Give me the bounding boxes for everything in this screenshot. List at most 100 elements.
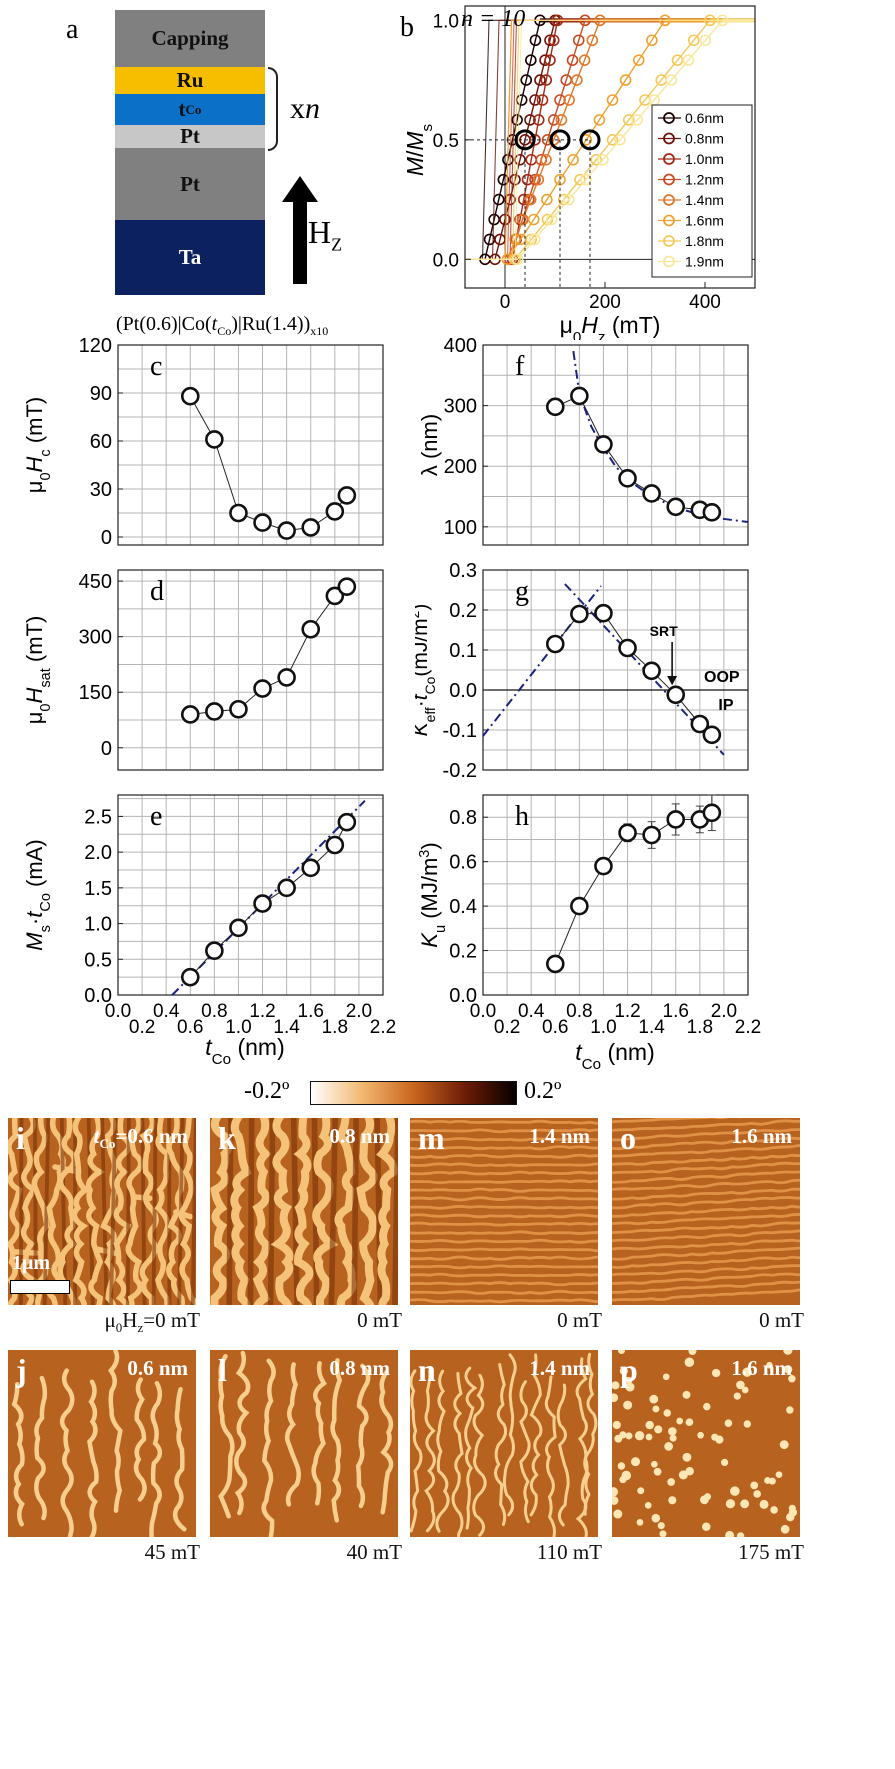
- loop-marker: [528, 233, 541, 246]
- mfm-field-label: 0 mT: [210, 1308, 402, 1333]
- domain-stripe: [312, 1118, 339, 1305]
- mfm-thickness-label: 1.6 nm: [731, 1356, 792, 1381]
- mfm-thickness-value: 0.8 nm: [329, 1356, 390, 1380]
- y-tick-label: 100: [444, 517, 477, 539]
- data-point: [594, 603, 613, 623]
- mfm-field-part: 0: [115, 1320, 123, 1336]
- data-point: [301, 858, 321, 878]
- mfm-panel-letter: i: [16, 1120, 25, 1156]
- loop-marker: [671, 54, 684, 66]
- domain-stripe: [252, 1118, 272, 1305]
- x-tick-label-minor: 1.8: [322, 1017, 348, 1038]
- mfm-field-label: μ0Hz=0 mT: [8, 1308, 200, 1336]
- panel-a-letter: a: [66, 14, 79, 45]
- skyrmion-bubble: [636, 1518, 644, 1526]
- x-tick-label-minor: 2.2: [370, 1017, 396, 1038]
- layer-1: Ru: [115, 67, 265, 94]
- loop-marker: [529, 34, 542, 47]
- domain-stripe: [612, 1136, 800, 1151]
- domain-stripe: [451, 1371, 464, 1537]
- skyrmion-bubble: [625, 1432, 633, 1440]
- domain-stripe: [556, 1383, 570, 1527]
- layer-label-sub: Co: [185, 101, 202, 117]
- loop-marker: [606, 94, 619, 106]
- skyrmion-bubble: [625, 1382, 635, 1392]
- x-tick-label: 1.2: [249, 1001, 275, 1022]
- domain-stripe-dark: [109, 1118, 118, 1305]
- mfm-field-value: 0 mT: [557, 1308, 602, 1332]
- mfm-panel-letter: p: [620, 1352, 638, 1388]
- x-tick-label: 0.0: [105, 1001, 131, 1022]
- skyrmion-bubble: [644, 1501, 652, 1509]
- data-point: [253, 894, 272, 913]
- mfm-pattern: [210, 1118, 398, 1305]
- y-tick-label: 450: [79, 571, 112, 593]
- mfm-panel-letter: l: [218, 1352, 227, 1388]
- domain-stripe: [410, 1369, 423, 1533]
- domain-stripe: [376, 1118, 398, 1305]
- mfm-field-label: 0 mT: [612, 1308, 804, 1333]
- y-tick-label: 1.0: [84, 914, 112, 936]
- mfm-field-label: 175 mT: [612, 1540, 804, 1565]
- plot-frame: [482, 569, 749, 771]
- panel-letter: g: [515, 576, 529, 607]
- y-tick-label: 400: [444, 335, 477, 357]
- mfm-thickness-symbol-sub: Co: [99, 1136, 116, 1152]
- mfm-thickness-label: tCo=0.6 nm: [94, 1124, 188, 1152]
- loop-marker: [520, 74, 533, 86]
- mfm-thickness-value: 0.8 nm: [329, 1124, 390, 1148]
- domain-stripe-dark: [42, 1118, 51, 1305]
- colorbar-min-label: -0.2º: [244, 1078, 290, 1104]
- skyrmion-bubble: [618, 1350, 626, 1354]
- ip-label: IP: [718, 697, 733, 714]
- skyrmion-bubble: [703, 1402, 711, 1411]
- panel-letter: f: [515, 351, 525, 382]
- skyrmion-bubble: [623, 1400, 633, 1410]
- legend-label: 1.4nm: [685, 192, 724, 208]
- loop-marker: [631, 114, 643, 126]
- domain-stripe: [154, 1118, 171, 1305]
- layer-label: Ta: [178, 245, 202, 269]
- skyrmion-bubble: [740, 1499, 750, 1509]
- loop-curve: [465, 19, 755, 261]
- domain-stripe: [410, 1230, 598, 1236]
- domain-stripe-dark: [32, 1118, 38, 1305]
- y-axis-label: μ0Hc (mT): [22, 397, 54, 493]
- mfm-image-n: n 1.4 nm: [410, 1350, 598, 1537]
- x-tick-label-minor: 1.0: [590, 1017, 616, 1038]
- mfm-image-m: m 1.4 nm: [410, 1118, 598, 1305]
- loop-marker: [525, 54, 537, 66]
- domain-stripe: [410, 1264, 598, 1270]
- mfm-image-o: o 1.6 nm: [612, 1118, 800, 1305]
- x-tick-label: 2.0: [711, 1001, 737, 1022]
- y-tick-label: 200: [444, 456, 477, 478]
- skyrmion-bubble: [779, 1440, 789, 1450]
- y-tick-label: 0.2: [449, 941, 477, 963]
- domain-stripe: [410, 1205, 598, 1210]
- domain-stripe: [612, 1128, 800, 1142]
- layer-label: Pt: [180, 171, 200, 196]
- mfm-thickness-label: 1.4 nm: [529, 1124, 590, 1149]
- skyrmion-bubble: [637, 1487, 645, 1495]
- loop-marker: [532, 114, 545, 126]
- loop-marker: [555, 114, 568, 126]
- domain-stripe: [230, 1118, 252, 1305]
- domain-stripe: [612, 1143, 800, 1158]
- data-point: [570, 386, 589, 406]
- skyrmion-bubble: [682, 1390, 691, 1399]
- domain-stripe: [410, 1238, 598, 1244]
- x-tick-label: 0.4: [518, 1001, 545, 1022]
- domain-stripe: [612, 1264, 800, 1277]
- mfm-pattern: [410, 1118, 598, 1305]
- y-axis-label: Ku (MJ/m3): [417, 842, 449, 947]
- loop-curve-return: [465, 19, 755, 260]
- x-axis-label: tCo (nm): [575, 1039, 654, 1070]
- legend: 0.6nm 0.8nm 1.0nm 1.2nm 1.4nm 1.6nm 1.8nm 1.9nm: [651, 104, 753, 278]
- loop-marker: [525, 233, 538, 246]
- chart-d-saturation: 0 150 300 450 d μ0Hsat (mT): [22, 569, 384, 771]
- y-tick-label: 0.0: [84, 985, 112, 1007]
- loop-marker: [497, 173, 510, 186]
- domain-stripe: [410, 1162, 598, 1168]
- mfm-pattern: [8, 1350, 196, 1537]
- domain-stripe: [330, 1358, 343, 1523]
